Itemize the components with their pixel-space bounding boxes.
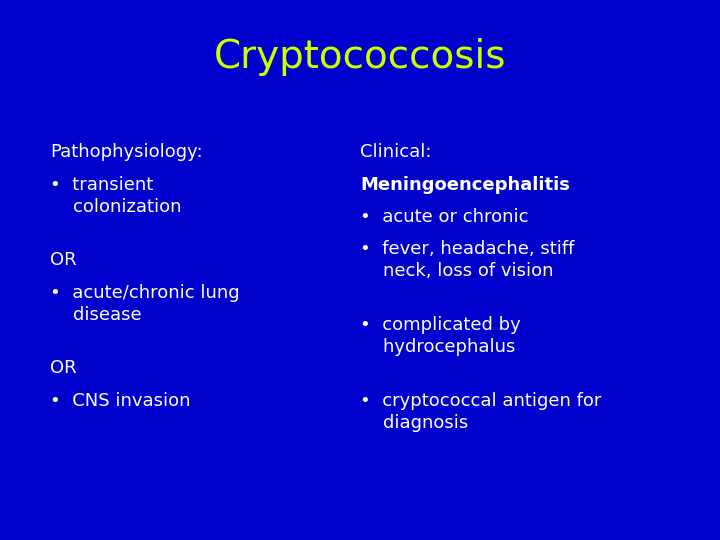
Text: •  CNS invasion: • CNS invasion <box>50 392 191 409</box>
Text: OR: OR <box>50 359 77 377</box>
Text: Pathophysiology:: Pathophysiology: <box>50 143 203 161</box>
Text: OR: OR <box>50 251 77 269</box>
Text: Cryptococcosis: Cryptococcosis <box>214 38 506 76</box>
Text: •  complicated by
    hydrocephalus: • complicated by hydrocephalus <box>360 316 521 356</box>
Text: •  transient
    colonization: • transient colonization <box>50 176 182 215</box>
Text: •  acute/chronic lung
    disease: • acute/chronic lung disease <box>50 284 240 323</box>
Text: •  cryptococcal antigen for
    diagnosis: • cryptococcal antigen for diagnosis <box>360 392 601 431</box>
Text: •  acute or chronic: • acute or chronic <box>360 208 528 226</box>
Text: Meningoencephalitis: Meningoencephalitis <box>360 176 570 193</box>
Text: Clinical:: Clinical: <box>360 143 431 161</box>
Text: •  fever, headache, stiff
    neck, loss of vision: • fever, headache, stiff neck, loss of v… <box>360 240 575 280</box>
